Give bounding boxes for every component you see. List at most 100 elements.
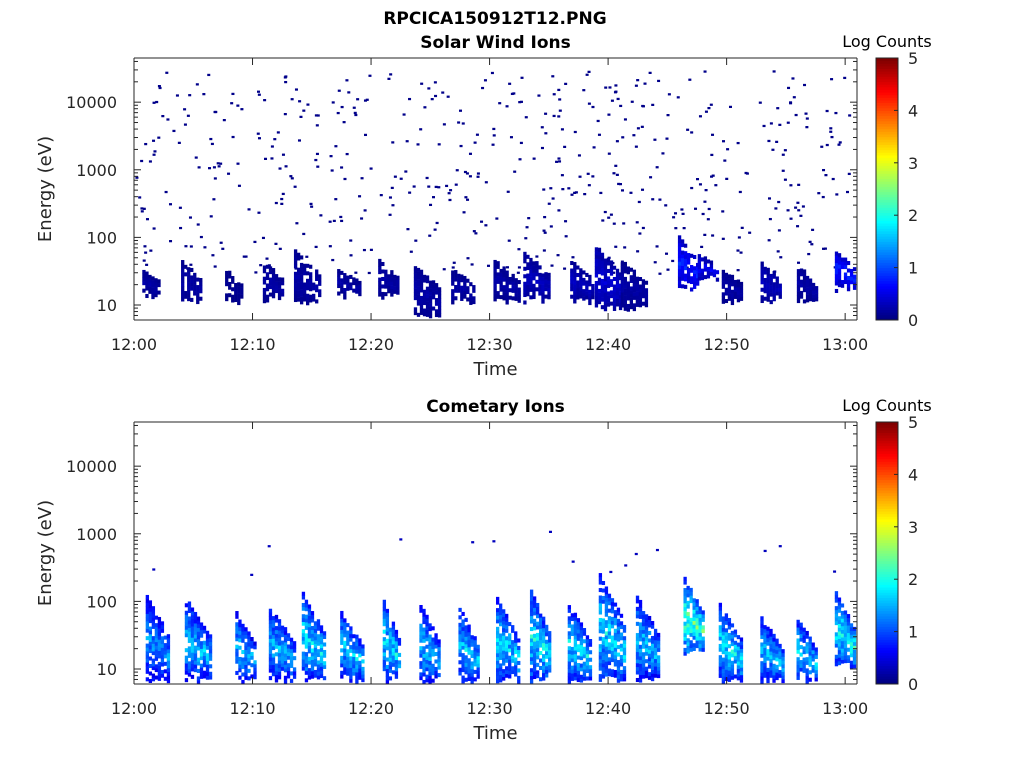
burst-cell	[495, 600, 500, 605]
burst-cell	[381, 295, 385, 300]
burst-cell	[698, 617, 702, 622]
burst-cell	[274, 637, 279, 642]
burst-cell	[601, 580, 606, 586]
burst-cell	[419, 280, 424, 285]
scatter-cell	[651, 103, 655, 107]
scatter-cell	[513, 170, 517, 173]
burst-cell	[495, 634, 500, 639]
burst-cell	[304, 670, 309, 675]
burst-cell	[250, 644, 254, 649]
burst-cell	[843, 625, 848, 630]
burst-cell	[613, 636, 618, 641]
burst-cell	[760, 616, 764, 621]
burst-cell	[437, 313, 442, 318]
scatter-cell	[391, 204, 395, 207]
burst-cell	[616, 611, 621, 616]
burst-cell	[718, 670, 723, 675]
burst-cell	[808, 289, 813, 294]
burst-cell	[193, 611, 198, 617]
burst-cell	[689, 587, 693, 592]
burst-cell	[680, 250, 685, 255]
colorbar-label: Log Counts	[842, 32, 932, 51]
burst-cell	[428, 310, 433, 315]
burst-cell	[576, 618, 581, 623]
burst-cell	[613, 673, 618, 678]
burst-cell	[619, 677, 624, 682]
burst-cell	[600, 282, 605, 287]
burst-cell	[799, 622, 803, 627]
burst-cell	[805, 275, 810, 280]
burst-cell	[760, 649, 764, 655]
burst-cell	[677, 276, 682, 281]
burst-cell	[799, 268, 804, 273]
scatter-cell	[767, 239, 771, 242]
burst-cell	[181, 293, 185, 298]
burst-cell	[598, 636, 603, 641]
burst-cell	[618, 287, 623, 292]
burst-cell	[802, 661, 806, 666]
scatter-cell	[787, 86, 791, 90]
burst-cell	[419, 634, 423, 639]
burst-cell	[388, 631, 393, 636]
burst-cell	[322, 642, 327, 647]
burst-cell	[703, 275, 708, 280]
burst-cell	[238, 664, 242, 669]
burst-cell	[502, 616, 506, 621]
scatter-cell	[273, 138, 277, 141]
colorbar-segment	[876, 212, 898, 216]
burst-cell	[337, 269, 341, 274]
burst-cell	[235, 648, 239, 653]
burst-cell	[736, 668, 741, 673]
burst-cell	[718, 625, 723, 630]
burst-cell	[247, 650, 251, 655]
burst-cell	[265, 294, 270, 299]
burst-cell	[601, 618, 606, 623]
burst-cell	[502, 639, 506, 644]
burst-cell	[499, 644, 503, 649]
burst-cell	[772, 633, 776, 638]
burst	[458, 607, 480, 684]
burst-cell	[187, 646, 192, 651]
burst-cell	[766, 679, 770, 684]
burst-cell	[635, 599, 640, 604]
burst-cell	[680, 261, 685, 266]
burst	[718, 602, 744, 684]
burst-cell	[677, 269, 682, 274]
burst-cell	[310, 648, 315, 653]
burst-cell	[799, 630, 803, 635]
scatter-cell	[434, 94, 438, 98]
burst-cell	[302, 289, 307, 295]
burst-cell	[760, 627, 764, 632]
burst-cell	[470, 668, 474, 673]
colorbar-segment	[876, 71, 898, 75]
burst-cell	[523, 266, 527, 271]
burst-cell	[686, 268, 691, 273]
burst-cell	[542, 665, 546, 670]
burst-cell	[570, 287, 574, 292]
burst-cell	[811, 664, 815, 670]
burst-cell	[355, 642, 359, 647]
burst-cell	[548, 642, 552, 647]
burst-cell	[458, 622, 462, 627]
burst-cell	[638, 659, 643, 664]
scatter-cell	[700, 245, 704, 249]
scatter-cell	[655, 548, 659, 552]
burst-cell	[202, 640, 207, 645]
scatter-cell	[388, 196, 392, 199]
burst-cell	[205, 671, 210, 676]
burst-cell	[151, 283, 155, 288]
burst-cell	[573, 616, 578, 621]
colorbar-segment	[876, 139, 898, 143]
burst-cell	[274, 667, 279, 672]
burst-cell	[511, 273, 515, 278]
burst-cell	[766, 637, 770, 642]
burst-cell	[805, 630, 809, 635]
scatter-cell	[360, 177, 364, 180]
burst-cell	[718, 617, 723, 622]
burst-cell	[181, 282, 185, 287]
burst	[567, 605, 593, 684]
burst-cell	[145, 654, 150, 659]
burst-cell	[538, 665, 543, 671]
burst-cell	[296, 290, 301, 295]
burst	[570, 261, 595, 306]
